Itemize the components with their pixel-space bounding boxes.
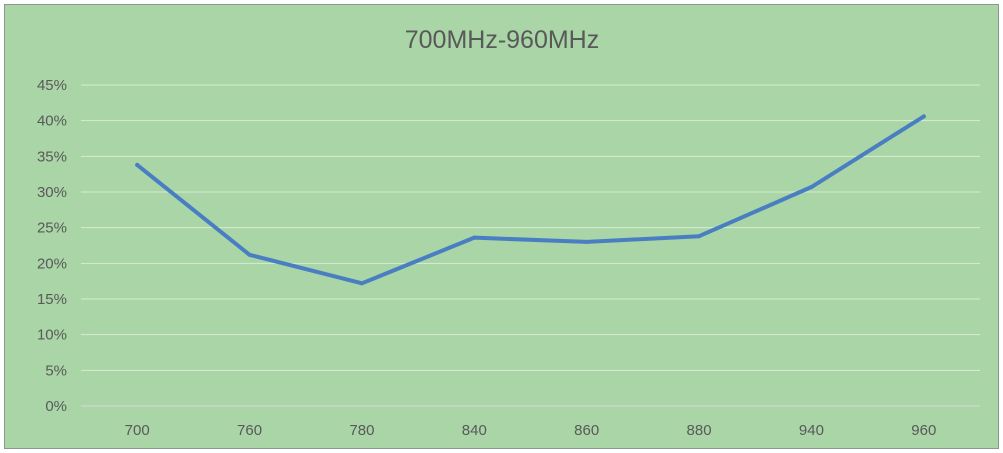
- data-point: [359, 281, 364, 286]
- x-tick-label: 840: [462, 422, 487, 439]
- y-tick-label: 20%: [37, 255, 67, 272]
- line-chart: 700MHz-960MHz 0% 5% 10% 15% 20% 25% 30% 35% 40% 4…: [37, 26, 980, 439]
- y-tick-label: 30%: [37, 184, 67, 201]
- x-tick-label: 860: [574, 422, 599, 439]
- x-tick-label: 940: [799, 422, 824, 439]
- data-point: [809, 185, 814, 190]
- y-tick-label: 5%: [45, 362, 67, 379]
- data-point: [584, 239, 589, 244]
- x-tick-label: 780: [349, 422, 374, 439]
- grid-layer: [81, 84, 980, 407]
- data-point: [247, 252, 252, 257]
- series-layer: [135, 114, 926, 286]
- x-tick-label: 880: [687, 422, 712, 439]
- x-axis-ticks: 700 760 780 840 860 880 940 960: [125, 422, 937, 439]
- x-tick-label: 700: [125, 422, 150, 439]
- x-tick-label: 760: [237, 422, 262, 439]
- series-line: [135, 114, 926, 286]
- y-tick-label: 15%: [37, 291, 67, 308]
- chart-title: 700MHz-960MHz: [405, 26, 600, 54]
- y-tick-label: 45%: [37, 77, 67, 94]
- data-point: [135, 162, 140, 167]
- data-point: [697, 234, 702, 239]
- y-tick-label: 25%: [37, 220, 67, 237]
- y-tick-label: 10%: [37, 327, 67, 344]
- y-tick-label: 35%: [37, 148, 67, 165]
- y-tick-label: 0%: [45, 398, 67, 415]
- data-point: [921, 114, 926, 119]
- chart-frame: 700MHz-960MHz 0% 5% 10% 15% 20% 25% 30% 35% 40% 4…: [4, 4, 999, 449]
- x-tick-label: 960: [911, 422, 936, 439]
- y-tick-label: 40%: [37, 113, 67, 130]
- data-point: [472, 235, 477, 240]
- y-axis-ticks: 0% 5% 10% 15% 20% 25% 30% 35% 40% 45%: [37, 77, 67, 415]
